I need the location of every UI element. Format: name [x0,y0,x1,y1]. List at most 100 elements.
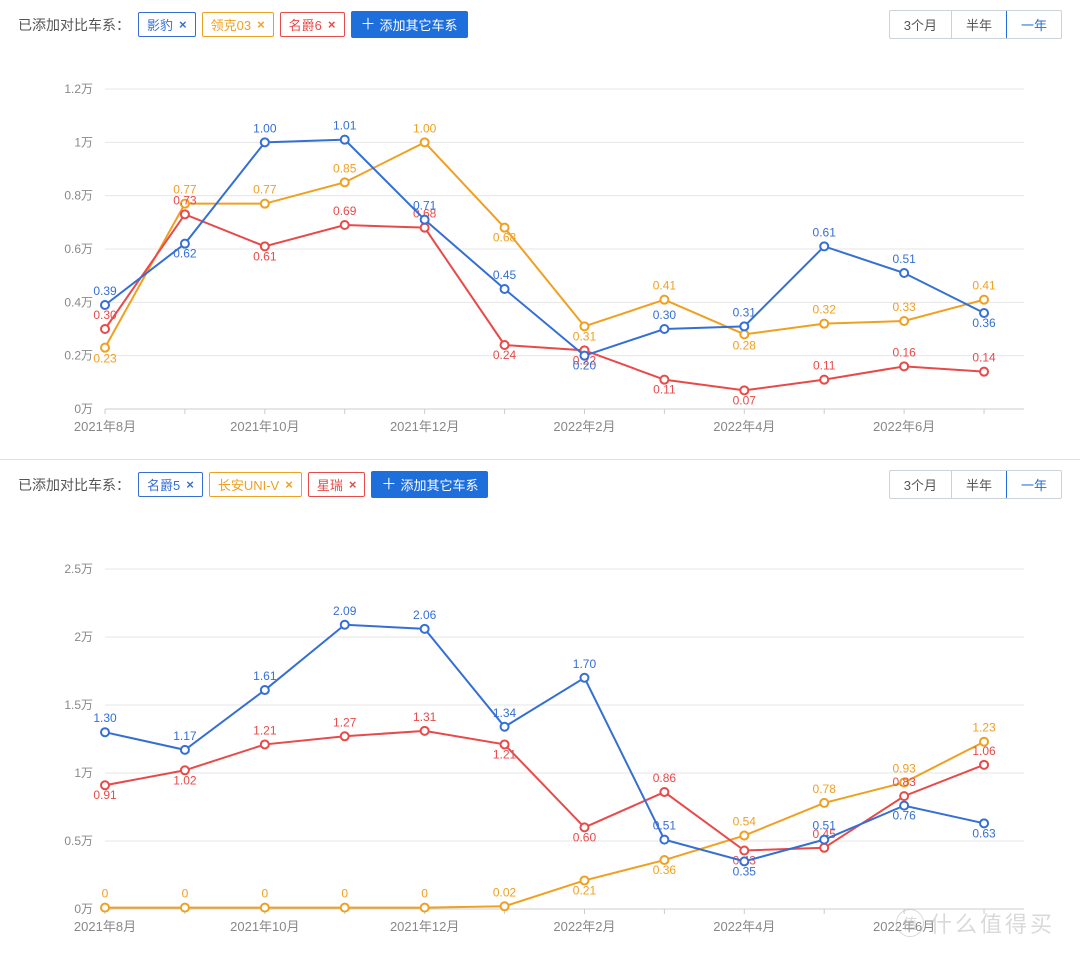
data-point[interactable] [261,740,269,748]
data-point[interactable] [421,138,429,146]
time-range-button[interactable]: 半年 [951,471,1006,498]
data-point[interactable] [820,836,828,844]
data-label: 0.36 [972,316,996,330]
series-line [105,731,984,851]
data-point[interactable] [421,216,429,224]
data-point[interactable] [421,904,429,912]
series-tag[interactable]: 星瑞 × [308,472,366,497]
y-axis-label: 0万 [74,902,93,916]
time-range-button[interactable]: 一年 [1006,471,1061,498]
data-label: 1.34 [493,706,517,720]
data-point[interactable] [820,799,828,807]
series-tag[interactable]: 名爵6 × [280,12,345,37]
data-point[interactable] [101,728,109,736]
data-label: 0.07 [733,393,757,407]
series-tag[interactable]: 领克03× [202,12,274,37]
data-label: 0.68 [493,231,517,245]
time-range-button[interactable]: 半年 [951,11,1006,38]
data-label: 1.06 [972,744,996,758]
data-point[interactable] [341,732,349,740]
data-point[interactable] [501,902,509,910]
data-point[interactable] [900,317,908,325]
time-range-button[interactable]: 3个月 [890,471,951,498]
data-point[interactable] [181,746,189,754]
series-tag-label: 星瑞 [317,475,343,494]
data-point[interactable] [421,224,429,232]
data-point[interactable] [980,368,988,376]
chart-header: 已添加对比车系：名爵5×长安UNI-V×星瑞×＋添加其它车系3个月半年一年 [0,460,1080,509]
plus-icon: ＋ [381,477,396,492]
x-axis-label: 2021年12月 [390,919,459,934]
data-label: 0.78 [813,782,837,796]
data-point[interactable] [341,621,349,629]
y-axis-label: 2万 [74,630,93,644]
data-label: 1.61 [253,669,277,683]
data-label: 0.36 [653,863,677,877]
time-range-button[interactable]: 3个月 [890,11,951,38]
data-point[interactable] [660,836,668,844]
chart-area: 0万0.5万1万1.5万2万2.5万2021年8月2021年10月2021年12… [0,509,1080,959]
data-point[interactable] [660,325,668,333]
data-point[interactable] [900,269,908,277]
add-series-button[interactable]: ＋添加其它车系 [351,11,468,38]
data-point[interactable] [341,904,349,912]
series-tag[interactable]: 影豹× [138,12,196,37]
data-point[interactable] [101,344,109,352]
series-tag[interactable]: 名爵5× [138,472,203,497]
data-label: 0.62 [173,247,197,261]
data-point[interactable] [820,242,828,250]
data-point[interactable] [501,285,509,293]
data-point[interactable] [740,330,748,338]
series-tag-label: 名爵6 [289,15,322,34]
data-point[interactable] [261,200,269,208]
data-point[interactable] [101,325,109,333]
remove-series-icon[interactable]: × [328,17,336,32]
data-point[interactable] [660,296,668,304]
data-point[interactable] [580,674,588,682]
remove-series-icon[interactable]: × [186,477,194,492]
data-label: 0.28 [733,338,757,352]
data-point[interactable] [421,727,429,735]
data-label: 0 [102,887,109,901]
data-point[interactable] [900,362,908,370]
data-point[interactable] [101,301,109,309]
data-point[interactable] [421,625,429,633]
data-point[interactable] [740,322,748,330]
data-point[interactable] [181,904,189,912]
data-point[interactable] [261,686,269,694]
remove-series-icon[interactable]: × [349,477,357,492]
data-point[interactable] [181,210,189,218]
data-point[interactable] [341,136,349,144]
data-label: 1.27 [333,715,357,729]
time-range-group: 3个月半年一年 [889,470,1062,499]
data-point[interactable] [341,178,349,186]
data-point[interactable] [980,761,988,769]
data-point[interactable] [820,320,828,328]
data-point[interactable] [101,904,109,912]
x-axis-label: 2021年12月 [390,419,459,434]
data-label: 0.61 [813,225,837,239]
remove-series-icon[interactable]: × [285,477,293,492]
series-tag[interactable]: 长安UNI-V× [209,472,302,497]
time-range-button[interactable]: 一年 [1006,11,1061,38]
data-label: 0.76 [892,809,916,823]
data-point[interactable] [261,904,269,912]
data-point[interactable] [900,792,908,800]
data-label: 1.21 [253,723,277,737]
data-point[interactable] [740,832,748,840]
data-point[interactable] [261,138,269,146]
data-label: 0.51 [813,819,837,833]
remove-series-icon[interactable]: × [179,17,187,32]
data-point[interactable] [501,723,509,731]
add-series-label: 添加其它车系 [400,475,478,494]
data-point[interactable] [341,221,349,229]
data-point[interactable] [980,296,988,304]
data-point[interactable] [660,788,668,796]
data-label: 0.24 [493,348,517,362]
time-range-group: 3个月半年一年 [889,10,1062,39]
data-point[interactable] [820,376,828,384]
add-series-button[interactable]: ＋ 添加其它车系 [371,471,488,498]
data-point[interactable] [820,844,828,852]
data-label: 1.02 [173,773,197,787]
remove-series-icon[interactable]: × [257,17,265,32]
